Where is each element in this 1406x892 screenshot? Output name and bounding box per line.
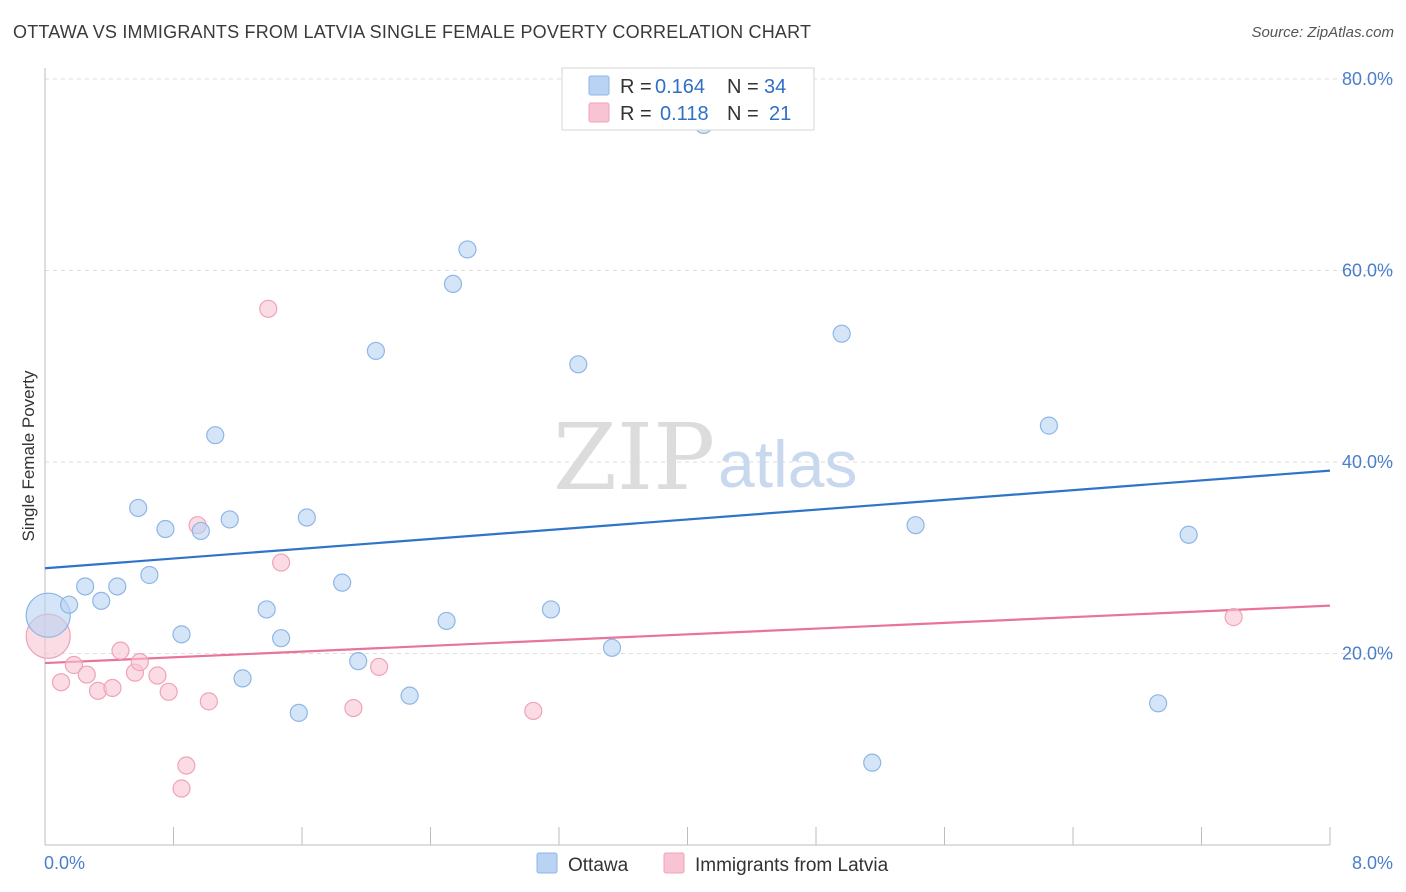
data-point-latvia — [370, 657, 389, 677]
data-point-ottawa — [333, 573, 352, 592]
data-point-ottawa — [349, 652, 368, 671]
data-point-ottawa — [257, 600, 276, 619]
legend-n-label: N = — [727, 76, 759, 98]
data-point-ottawa — [108, 577, 127, 596]
legend-swatch-pink — [588, 102, 610, 123]
data-point-ottawa — [832, 324, 851, 343]
data-point-ottawa — [272, 629, 291, 648]
data-point-ottawa — [1179, 525, 1198, 544]
points-layer — [25, 115, 1243, 798]
legend-r-value: 0.118 — [660, 103, 709, 125]
data-point-ottawa — [25, 592, 71, 638]
data-point-latvia — [172, 779, 191, 798]
legend-r-label: R = — [620, 103, 652, 125]
y-axis-title: Single Female Poverty — [19, 370, 38, 542]
data-point-latvia — [259, 299, 278, 318]
y-tick-label: 40.0% — [1342, 452, 1393, 472]
legend-swatch-blue — [588, 75, 610, 96]
legend-r-label: R = — [620, 76, 652, 98]
x-tick-label: 0.0% — [44, 853, 85, 873]
data-point-ottawa — [206, 426, 225, 445]
data-point-ottawa — [191, 521, 210, 541]
data-point-ottawa — [366, 341, 385, 361]
data-point-ottawa — [1039, 416, 1059, 435]
data-point-ottawa — [437, 611, 456, 631]
chart-title: OTTAWA VS IMMIGRANTS FROM LATVIA SINGLE … — [13, 22, 812, 42]
data-point-ottawa — [906, 516, 925, 535]
data-point-ottawa — [1149, 694, 1168, 713]
bottom-legend-swatch-ottawa — [536, 852, 558, 874]
data-point-ottawa — [140, 565, 159, 585]
data-point-latvia — [159, 682, 178, 701]
trend-line — [44, 469, 1331, 570]
data-point-latvia — [64, 655, 84, 675]
bottom-legend-label-latvia: Immigrants from Latvia — [695, 855, 889, 876]
trend-layer — [44, 469, 1331, 665]
data-point-latvia — [111, 641, 130, 660]
data-point-ottawa — [156, 519, 175, 539]
data-point-ottawa — [220, 510, 239, 529]
axes-layer — [44, 68, 1331, 846]
legend-n-value: 34 — [764, 76, 786, 98]
bottom-legend-label-ottawa: Ottawa — [568, 855, 629, 876]
data-point-latvia — [524, 701, 543, 721]
data-point-ottawa — [76, 577, 95, 596]
data-point-latvia — [77, 665, 96, 684]
watermark: ZIP atlas — [553, 404, 857, 511]
data-point-ottawa — [92, 591, 111, 610]
data-point-ottawa — [541, 600, 561, 619]
watermark-atlas: atlas — [718, 427, 857, 501]
data-point-ottawa — [458, 240, 477, 259]
data-point-ottawa — [863, 753, 882, 772]
data-point-latvia — [344, 698, 363, 718]
bottom-legend-swatch-latvia — [663, 852, 685, 874]
source-label: Source: ZipAtlas.com — [1251, 24, 1394, 41]
data-point-ottawa — [297, 508, 316, 527]
tick-labels: 20.0% 40.0% 60.0% 80.0% 0.0% 8.0% — [44, 69, 1393, 873]
data-point-latvia — [272, 553, 291, 572]
data-point-latvia — [103, 678, 122, 698]
y-tick-label: 20.0% — [1342, 644, 1393, 664]
legend-n-label: N = — [727, 103, 759, 125]
data-point-ottawa — [129, 498, 148, 518]
data-point-ottawa — [443, 274, 463, 294]
data-point-latvia — [148, 666, 167, 685]
bottom-legend: Ottawa Immigrants from Latvia — [536, 852, 889, 876]
data-point-latvia — [130, 653, 149, 672]
watermark-zip: ZIP — [553, 404, 715, 511]
data-point-ottawa — [569, 355, 588, 374]
x-tick-label: 8.0% — [1352, 853, 1393, 873]
grid-layer — [45, 78, 1393, 654]
y-tick-label: 60.0% — [1342, 261, 1393, 281]
trend-line — [44, 604, 1331, 665]
data-point-ottawa — [59, 595, 79, 614]
legend-box: R = 0.164 N = 34 R = 0.118 N = 21 — [561, 67, 815, 131]
data-point-ottawa — [233, 669, 252, 688]
data-point-ottawa — [289, 703, 308, 722]
data-point-ottawa — [172, 625, 191, 644]
data-point-latvia — [199, 692, 218, 711]
data-point-latvia — [51, 673, 71, 692]
y-tick-label: 80.0% — [1342, 69, 1393, 89]
data-point-ottawa — [602, 638, 622, 657]
data-point-latvia — [1224, 608, 1243, 627]
legend-r-value: 0.164 — [655, 76, 705, 98]
data-point-ottawa — [400, 686, 419, 705]
data-point-latvia — [177, 756, 196, 775]
legend-n-value: 21 — [769, 103, 791, 125]
